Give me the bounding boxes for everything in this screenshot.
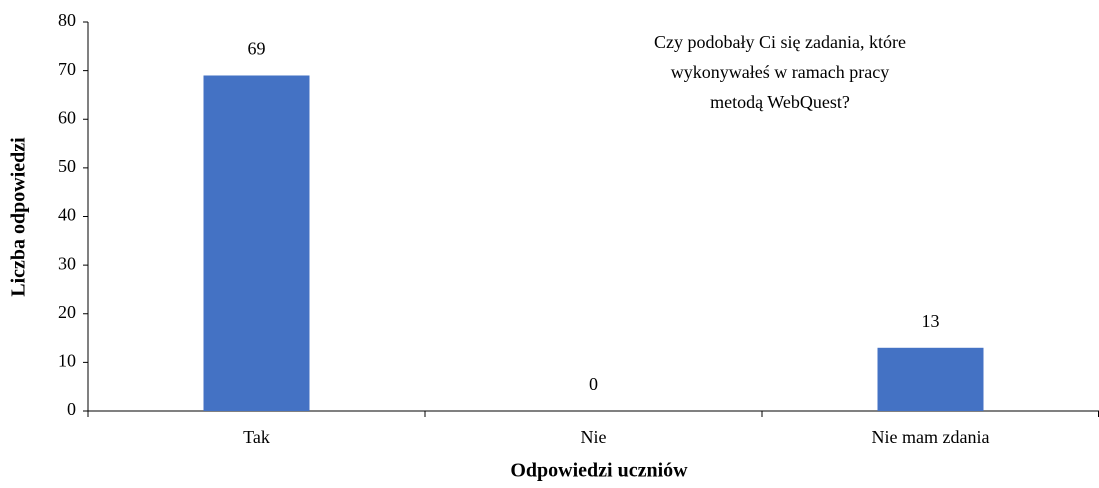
- y-tick-label: 80: [58, 10, 76, 30]
- y-tick-label: 60: [58, 107, 76, 127]
- y-tick-label: 50: [58, 156, 76, 176]
- data-label: 0: [589, 374, 598, 394]
- bar: [203, 75, 310, 412]
- y-tick-label: 30: [58, 253, 76, 273]
- y-tick-label: 40: [58, 205, 76, 225]
- y-tick-label: 0: [67, 399, 76, 419]
- chart-title: Czy podobały Ci się zadania, które: [654, 32, 906, 52]
- x-tick-label: Nie: [581, 427, 607, 447]
- data-label: 69: [248, 39, 266, 59]
- chart-title: wykonywałeś w ramach pracy: [671, 62, 889, 82]
- data-label: 13: [922, 311, 940, 331]
- y-tick-label: 20: [58, 302, 76, 322]
- y-tick-label: 10: [58, 351, 76, 371]
- chart-title: metodą WebQuest?: [710, 92, 850, 112]
- y-axis-title: Liczba odpowiedzi: [8, 137, 30, 297]
- x-tick-label: Tak: [243, 427, 270, 447]
- x-tick-label: Nie mam zdania: [872, 427, 990, 447]
- x-axis-title: Odpowiedzi uczniów: [510, 460, 688, 482]
- bar: [877, 347, 984, 411]
- y-tick-label: 70: [58, 59, 76, 79]
